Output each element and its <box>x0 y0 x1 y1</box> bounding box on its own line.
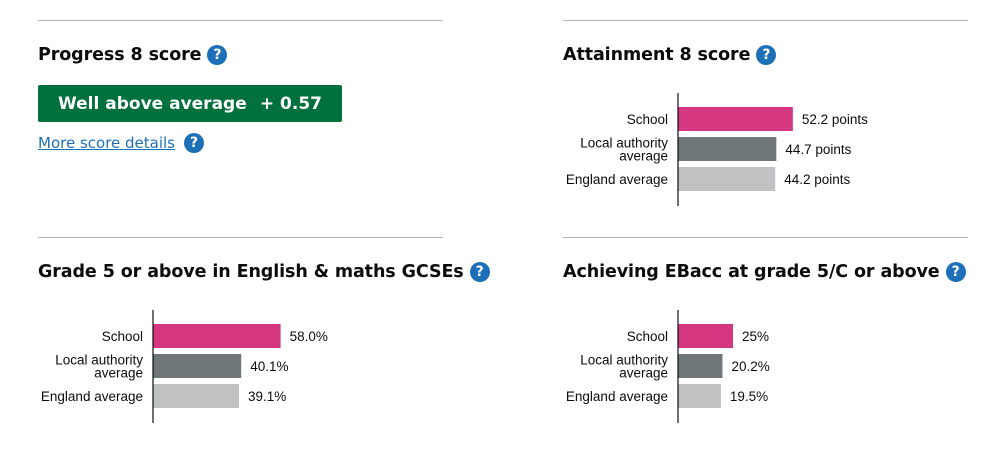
progress8-band-label: Well above average <box>58 93 247 114</box>
value-label-local-authority: 44.7 points <box>785 142 851 157</box>
category-label-school: School <box>627 112 668 127</box>
bar-school <box>678 107 793 131</box>
grade5-panel: Grade 5 or above in English & maths GCSE… <box>38 237 490 438</box>
bar-local-authority <box>153 354 242 378</box>
value-label-school: 25% <box>742 329 769 344</box>
category-label-local-authority: Local authority average <box>55 353 143 381</box>
bar-local-authority <box>678 354 723 378</box>
attainment8-panel: Attainment 8 score ? School 52.2 points Lo… <box>563 20 968 221</box>
question-circle-icon[interactable]: ? <box>756 45 777 65</box>
value-label-england: 44.2 points <box>784 172 850 187</box>
category-label-england: England average <box>41 389 143 404</box>
ebacc-chart: School 25% Local authority average 20.2% Engl… <box>566 310 770 423</box>
attainment8-heading: Attainment 8 score ? <box>563 45 777 65</box>
category-label-england: England average <box>566 172 668 187</box>
more-score-details: More score details ? <box>38 133 204 153</box>
bar-england <box>153 384 240 408</box>
category-label-school: School <box>627 329 668 344</box>
category-label-local-authority: Local authority average <box>580 353 668 381</box>
bar-school <box>678 324 733 348</box>
attainment8-chart: School 52.2 points Local authority average 4… <box>566 93 868 206</box>
value-label-england: 39.1% <box>248 389 286 404</box>
question-circle-icon[interactable]: ? <box>207 45 228 65</box>
progress8-score-badge: Well above average + 0.57 <box>38 85 342 122</box>
ebacc-panel: Achieving EBacc at grade 5/C or above ? … <box>563 237 968 438</box>
grade5-heading: Grade 5 or above in English & maths GCSE… <box>38 262 490 282</box>
category-label-school: School <box>102 329 143 344</box>
value-label-local-authority: 20.2% <box>731 359 769 374</box>
category-label-local-authority: Local authority average <box>580 136 668 164</box>
bar-local-authority <box>678 137 777 161</box>
progress8-panel: Progress 8 score ? Well above average + … <box>38 20 443 221</box>
grade5-title: Grade 5 or above in English & maths GCSE… <box>38 262 464 282</box>
category-label-england: England average <box>566 389 668 404</box>
bar-england <box>678 167 776 191</box>
grade5-chart: School 58.0% Local authority average 40.1% En… <box>41 310 328 423</box>
progress8-score-value: + 0.57 <box>259 93 322 114</box>
bar-england <box>678 384 721 408</box>
bar-school <box>153 324 281 348</box>
more-score-details-link[interactable]: More score details <box>38 134 175 152</box>
attainment8-title: Attainment 8 score <box>563 45 751 65</box>
question-circle-icon[interactable]: ? <box>469 262 490 282</box>
progress8-title: Progress 8 score <box>38 45 202 65</box>
progress8-heading: Progress 8 score ? <box>38 45 228 65</box>
value-label-england: 19.5% <box>730 389 768 404</box>
question-circle-icon[interactable]: ? <box>184 133 204 153</box>
question-circle-icon[interactable]: ? <box>945 262 966 282</box>
value-label-school: 52.2 points <box>802 112 868 127</box>
ebacc-title: Achieving EBacc at grade 5/C or above <box>563 262 940 282</box>
ebacc-heading: Achieving EBacc at grade 5/C or above ? <box>563 262 966 282</box>
value-label-school: 58.0% <box>290 329 328 344</box>
value-label-local-authority: 40.1% <box>250 359 288 374</box>
